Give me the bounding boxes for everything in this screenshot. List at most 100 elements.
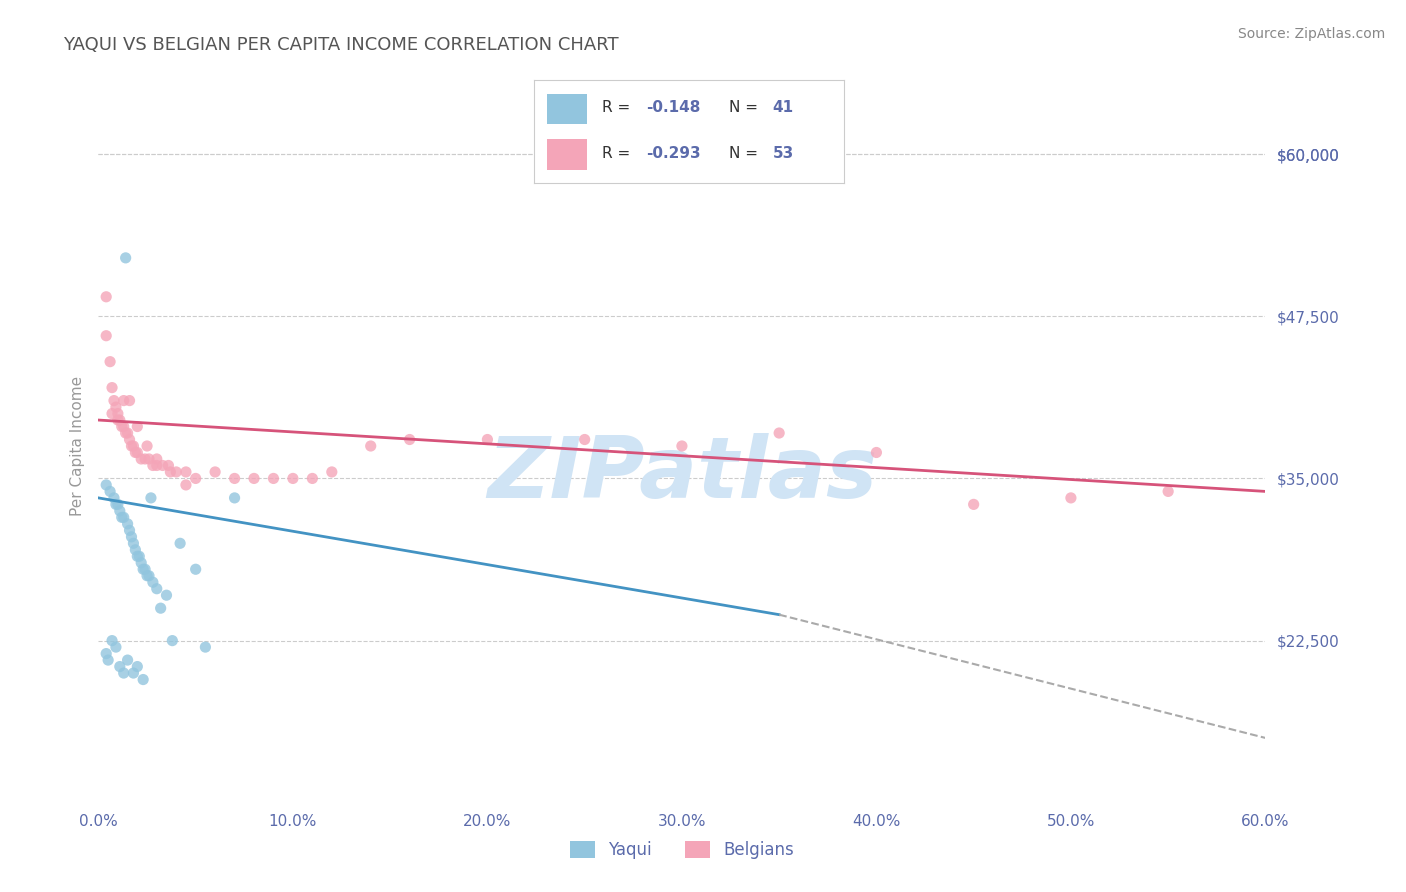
Point	[149, 601, 172, 615]
Point	[281, 471, 304, 485]
Point	[103, 491, 125, 505]
Point	[321, 465, 343, 479]
Point	[671, 439, 693, 453]
Legend: Yaqui, Belgians: Yaqui, Belgians	[562, 834, 801, 866]
Point	[107, 497, 129, 511]
Text: N =: N =	[730, 101, 763, 115]
Point	[194, 640, 217, 654]
Point	[174, 465, 197, 479]
Point	[96, 647, 118, 661]
Point	[114, 251, 136, 265]
Point	[155, 588, 177, 602]
Point	[96, 290, 118, 304]
Point	[398, 433, 420, 447]
Point	[112, 666, 135, 681]
Point	[142, 458, 165, 473]
Point	[768, 425, 790, 440]
Point	[152, 458, 174, 473]
Point	[1157, 484, 1180, 499]
Point	[117, 516, 139, 531]
Point	[127, 445, 149, 459]
Y-axis label: Per Capita Income: Per Capita Income	[69, 376, 84, 516]
Point	[360, 439, 382, 453]
Point	[121, 439, 143, 453]
Point	[122, 439, 145, 453]
Text: ZIPatlas: ZIPatlas	[486, 433, 877, 516]
Point	[136, 439, 159, 453]
Point	[127, 549, 149, 564]
Point	[104, 640, 127, 654]
Point	[139, 491, 162, 505]
Point	[107, 413, 129, 427]
Point	[122, 536, 145, 550]
Point	[132, 562, 155, 576]
Text: 53: 53	[772, 145, 794, 161]
Point	[174, 478, 197, 492]
Point	[204, 465, 226, 479]
Text: YAQUI VS BELGIAN PER CAPITA INCOME CORRELATION CHART: YAQUI VS BELGIAN PER CAPITA INCOME CORRE…	[63, 36, 619, 54]
Point	[108, 413, 131, 427]
Text: R =: R =	[602, 145, 636, 161]
Point	[128, 549, 150, 564]
Point	[224, 491, 246, 505]
Point	[243, 471, 266, 485]
Text: -0.293: -0.293	[645, 145, 700, 161]
Point	[146, 582, 169, 596]
Point	[1060, 491, 1083, 505]
Point	[108, 659, 131, 673]
Point	[162, 633, 184, 648]
Point	[146, 452, 169, 467]
Point	[118, 393, 141, 408]
Point	[101, 407, 124, 421]
Text: R =: R =	[602, 101, 636, 115]
Point	[118, 433, 141, 447]
Point	[98, 354, 121, 368]
Point	[117, 653, 139, 667]
Point	[117, 425, 139, 440]
Point	[101, 381, 124, 395]
Bar	[547, 139, 586, 169]
Point	[136, 568, 159, 582]
Point	[104, 400, 127, 414]
Point	[138, 452, 160, 467]
Point	[111, 419, 134, 434]
Point	[96, 328, 118, 343]
Point	[301, 471, 323, 485]
Point	[146, 458, 169, 473]
Point	[124, 542, 146, 557]
Point	[107, 407, 129, 421]
Bar	[547, 94, 586, 124]
Point	[262, 471, 284, 485]
Point	[477, 433, 499, 447]
Point	[159, 465, 181, 479]
Point	[132, 673, 155, 687]
Point	[134, 562, 156, 576]
Point	[184, 562, 207, 576]
Point	[142, 575, 165, 590]
Point	[138, 568, 160, 582]
Text: N =: N =	[730, 145, 763, 161]
Point	[127, 419, 149, 434]
Point	[104, 497, 127, 511]
Point	[165, 465, 187, 479]
Point	[169, 536, 191, 550]
Point	[112, 393, 135, 408]
Point	[121, 530, 143, 544]
Point	[112, 419, 135, 434]
Point	[127, 659, 149, 673]
Point	[134, 452, 156, 467]
Point	[184, 471, 207, 485]
Point	[111, 510, 134, 524]
Point	[124, 445, 146, 459]
Point	[118, 524, 141, 538]
Point	[224, 471, 246, 485]
Point	[103, 393, 125, 408]
Point	[97, 653, 120, 667]
Point	[101, 633, 124, 648]
Point	[157, 458, 180, 473]
Point	[98, 484, 121, 499]
Text: Source: ZipAtlas.com: Source: ZipAtlas.com	[1237, 27, 1385, 41]
Point	[108, 504, 131, 518]
Point	[574, 433, 596, 447]
Point	[129, 452, 152, 467]
